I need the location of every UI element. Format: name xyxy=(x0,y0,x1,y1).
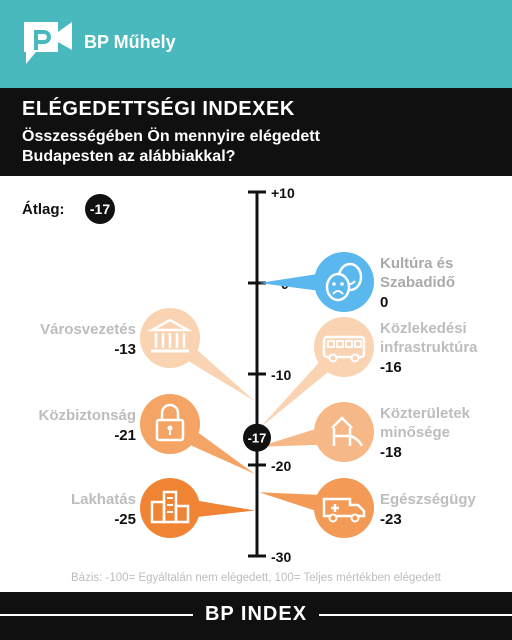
category-kultúra-és-szabadidő: Kultúra és Szabadidő 0 xyxy=(259,252,455,312)
category-közterületek-minősége: Közterületek minősége -18 xyxy=(259,402,471,462)
category-közbiztonság: Közbiztonság -21 xyxy=(39,394,255,475)
base-note: Bázis: -100= Egyáltalán nem elégedett, 1… xyxy=(71,572,442,584)
average-badge xyxy=(85,194,115,224)
mask-eye xyxy=(340,282,344,286)
bus-window xyxy=(345,340,353,348)
category-name: Közterületek xyxy=(380,405,471,422)
building xyxy=(174,504,190,524)
average-axis-marker xyxy=(243,423,271,452)
bus-window xyxy=(354,340,362,348)
bus-wheel xyxy=(350,353,360,363)
average-axis-value: -17 xyxy=(248,431,267,446)
category-name: Szabadidő xyxy=(380,274,455,291)
mask-eye xyxy=(332,282,336,286)
category-value: -21 xyxy=(114,427,136,444)
category-name: Közlekedési xyxy=(380,320,467,337)
mask-tragedy-outline xyxy=(325,272,351,302)
category-name: Egészségügy xyxy=(380,491,477,508)
y-tick-label: -30 xyxy=(271,549,291,565)
average-label: Átlag: xyxy=(22,201,65,218)
category-name: Közbiztonság xyxy=(39,407,137,424)
page-title: ELÉGEDETTSÉGI INDEXEK xyxy=(22,98,295,120)
lock-body xyxy=(155,418,185,442)
callout-pointer xyxy=(170,412,255,475)
chart-area: +10 0 -10 -20 -30 Átlag: -17 Kultúra és Szabadid… xyxy=(22,185,478,584)
category-name: Lakhatás xyxy=(71,491,136,508)
wheel xyxy=(350,513,360,523)
y-tick-label: +10 xyxy=(271,185,295,201)
medical-cross xyxy=(331,504,339,512)
average-value: -17 xyxy=(90,201,110,217)
category-bubble xyxy=(140,394,200,454)
bus-window xyxy=(327,340,335,348)
category-value: -18 xyxy=(380,444,402,461)
roof xyxy=(331,416,353,429)
brand-name: BP Műhely xyxy=(84,32,176,52)
lock-shackle xyxy=(160,403,180,420)
y-tick-label: -10 xyxy=(271,367,291,383)
roof xyxy=(147,318,193,332)
category-value: -13 xyxy=(114,341,136,358)
category-name: Városvezetés xyxy=(40,321,136,338)
category-bubble xyxy=(140,478,200,538)
category-value: -25 xyxy=(114,511,136,528)
category-városvezetés: Városvezetés -13 xyxy=(40,308,255,402)
category-lakhatás: Lakhatás -25 xyxy=(71,478,255,538)
category-egészségügy: Egészségügy -23 xyxy=(259,478,477,538)
y-tick-label: -20 xyxy=(271,458,291,474)
title-band: ELÉGEDETTSÉGI INDEXEK Összességében Ön m… xyxy=(0,88,512,176)
category-value: -23 xyxy=(380,511,402,528)
page-subtitle: Összességében Ön mennyire elégedett Buda… xyxy=(22,128,320,165)
bus-window xyxy=(336,340,344,348)
bus-body xyxy=(322,335,366,359)
category-name: Kultúra és xyxy=(380,255,453,272)
category-value: -16 xyxy=(380,359,402,376)
category-name: infrastruktúra xyxy=(380,339,478,356)
category-bubble xyxy=(314,478,374,538)
lock-keyhole xyxy=(167,425,173,431)
ambulance-body xyxy=(322,497,366,518)
category-value: 0 xyxy=(380,294,388,311)
logo-icon xyxy=(24,22,72,64)
footer-title-wrap: BP INDEX xyxy=(0,603,512,626)
category-bubble xyxy=(314,317,374,377)
slide xyxy=(349,434,364,447)
footer-banner: BP INDEX xyxy=(0,592,512,640)
wheel xyxy=(328,513,338,523)
category-name: minősége xyxy=(380,424,450,441)
bus-wheel xyxy=(328,353,338,363)
footer-title: BP INDEX xyxy=(192,603,320,625)
category-bubble xyxy=(314,402,374,462)
mask-frown xyxy=(332,290,344,295)
header-banner: BP Műhely xyxy=(0,0,512,88)
